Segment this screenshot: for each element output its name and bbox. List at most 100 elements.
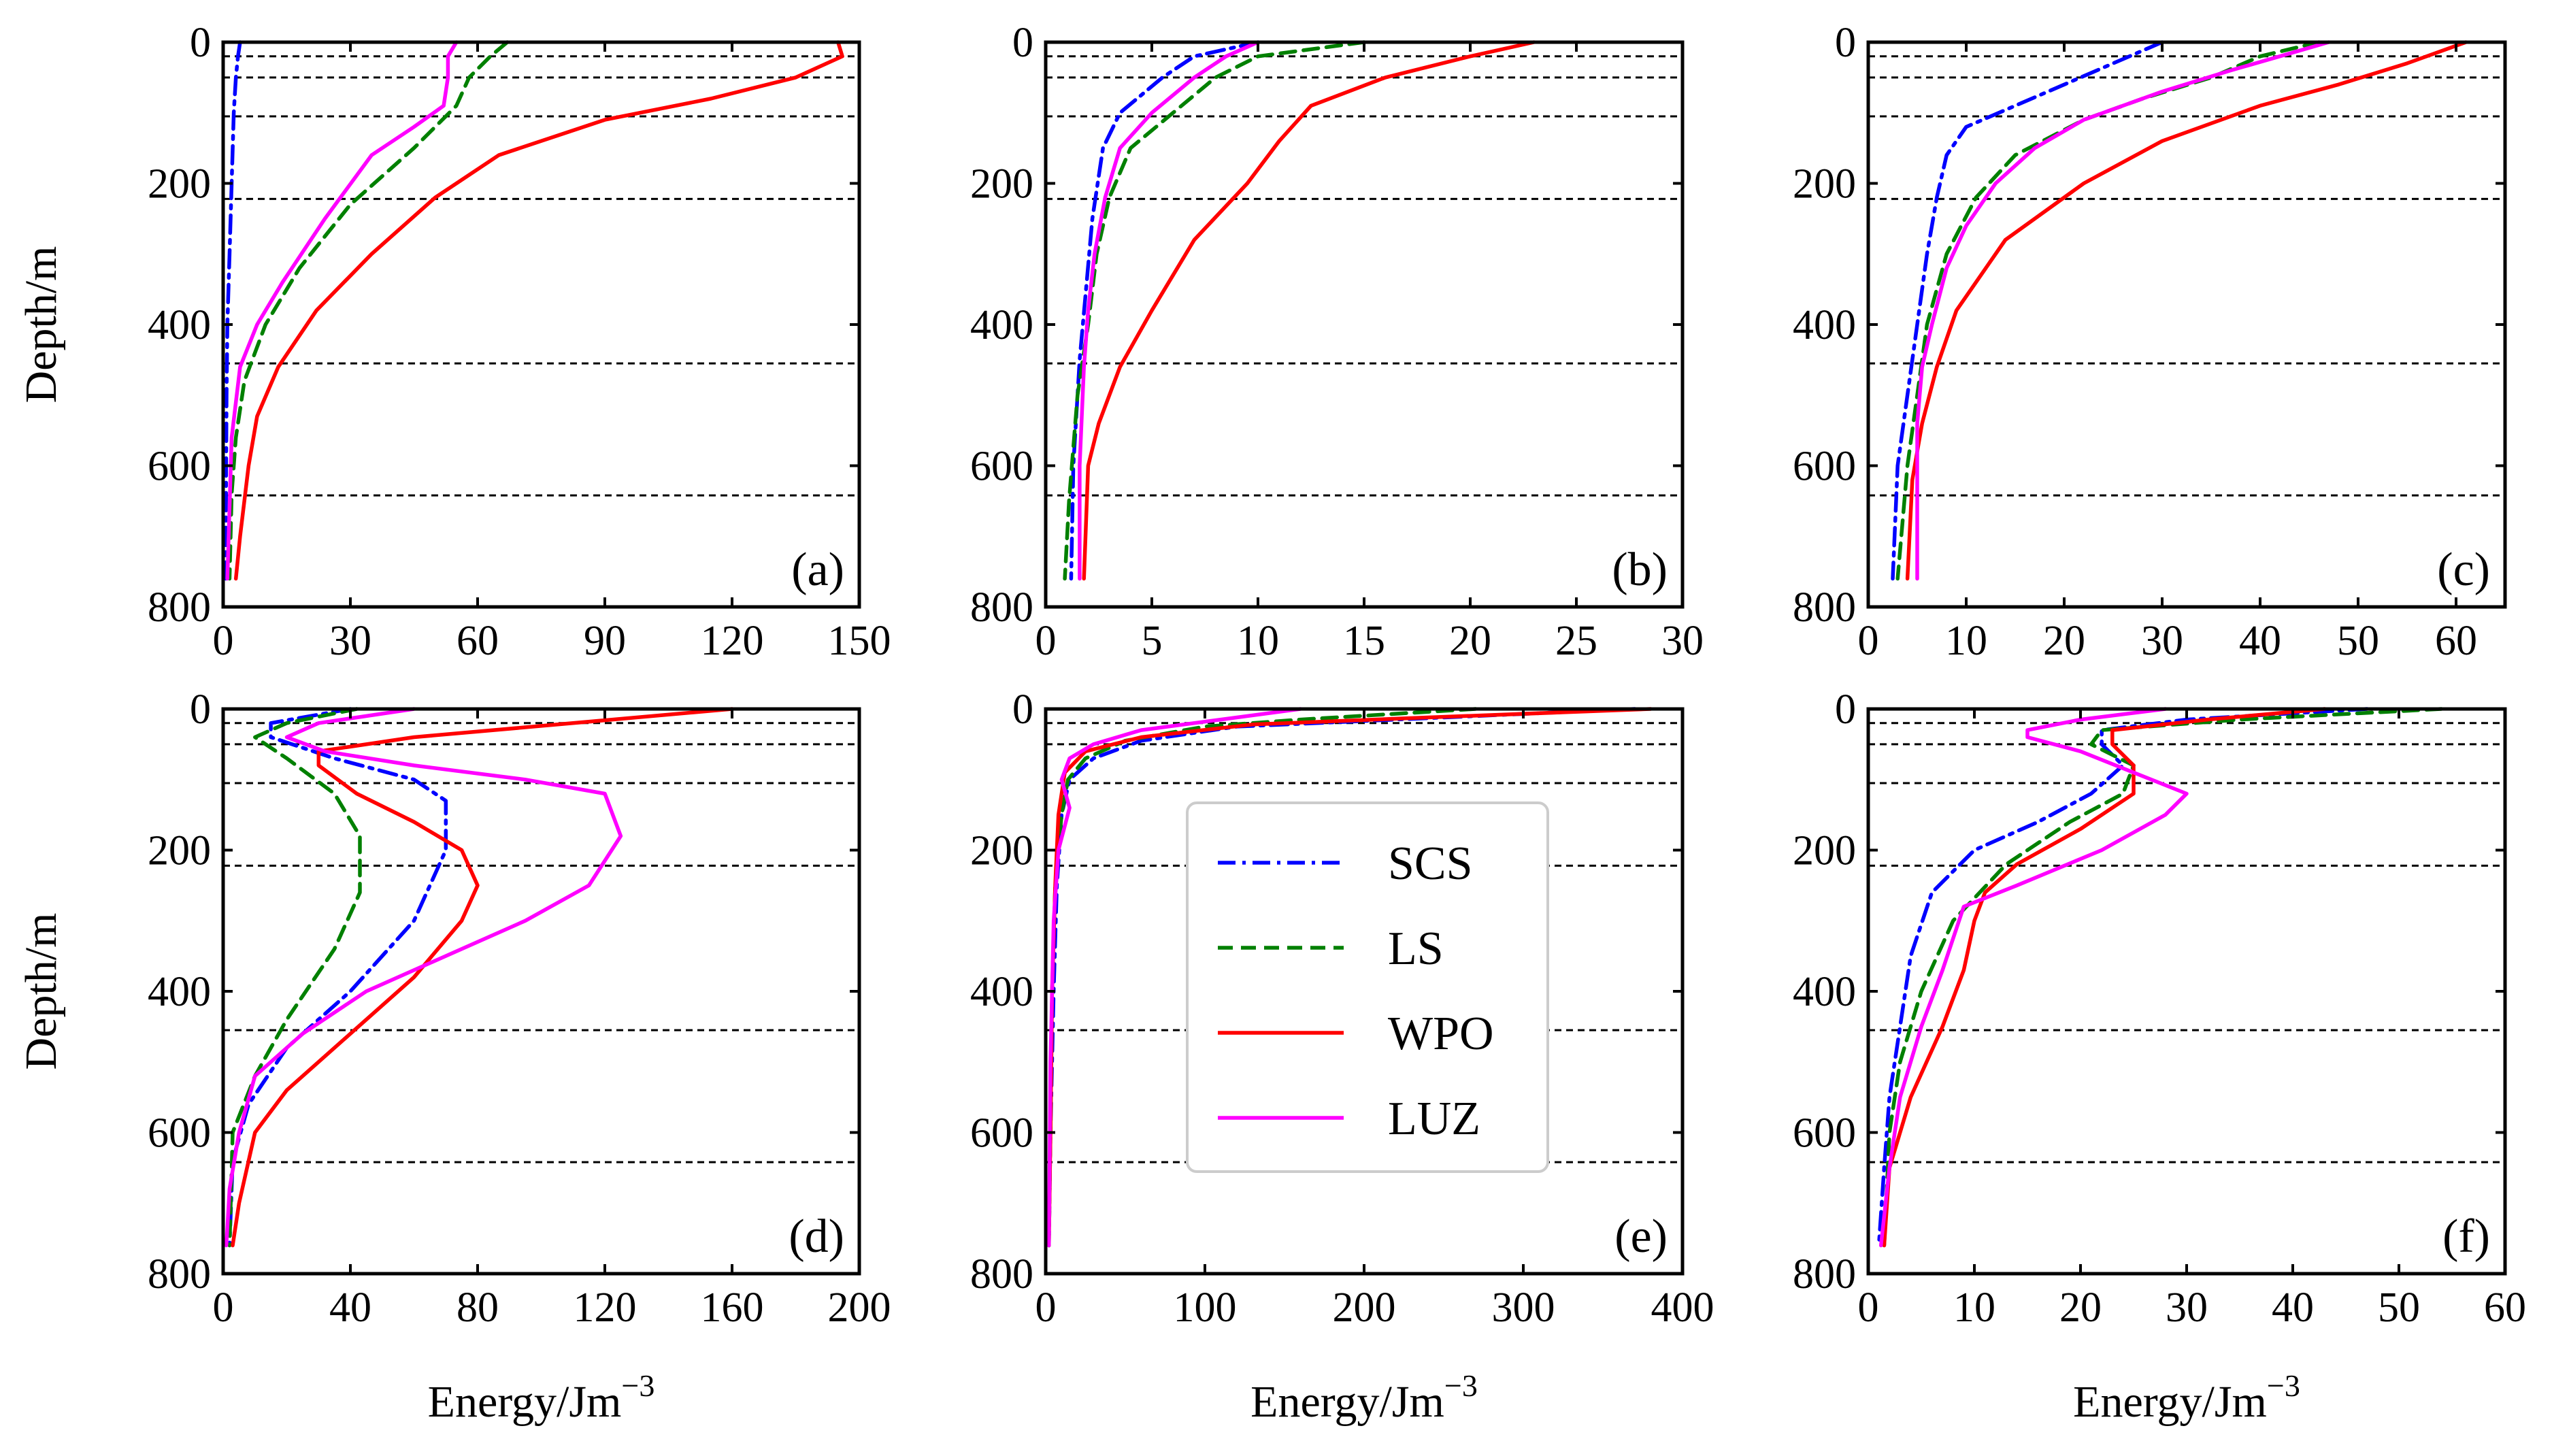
series-wpo (233, 40, 844, 581)
x-axis-label: Energy/Jm−3 (428, 1368, 655, 1427)
x-tick-label: 60 (2435, 618, 2477, 664)
legend-label: WPO (1388, 1008, 1494, 1060)
y-tick-label: 0 (190, 686, 211, 733)
x-axis-label-text: Energy/Jm (1250, 1377, 1444, 1427)
x-tick-label: 60 (2484, 1285, 2526, 1331)
panel-letter: (d) (789, 1210, 844, 1263)
legend-entries: SCS LS WPO LUZ (1218, 838, 1494, 1145)
series-ls (1895, 40, 2321, 581)
series-wpo (1082, 40, 1536, 581)
axes-frame (221, 40, 861, 609)
y-tick-label: 200 (1793, 828, 1856, 874)
x-axis-label-text: Energy/Jm (2073, 1377, 2267, 1427)
series-ls (1882, 707, 2444, 1248)
x-tick-label: 20 (1449, 618, 1491, 664)
x-tick-label: 150 (828, 618, 891, 664)
x-axis-label: Energy/Jm−3 (1250, 1368, 1478, 1427)
panel-letter: (a) (791, 544, 844, 596)
y-tick-label: 400 (970, 969, 1033, 1015)
x-tick-label: 0 (1858, 1285, 1879, 1331)
x-tick-label: 100 (1174, 1285, 1237, 1331)
y-tick-label: 400 (1793, 302, 1856, 348)
x-axis-label-superscript: −3 (1444, 1368, 1478, 1403)
x-tick-label: 40 (2272, 1285, 2314, 1331)
x-tick-label: 40 (329, 1285, 371, 1331)
x-tick-label: 50 (2378, 1285, 2420, 1331)
series-luz (1078, 40, 1260, 581)
y-axis-label: Depth/m (16, 913, 66, 1070)
legend-entry-wpo: WPO (1218, 1008, 1494, 1060)
legend-label: LS (1388, 923, 1444, 975)
y-tick-label: 200 (148, 828, 211, 874)
x-tick-label: 10 (1945, 618, 1987, 664)
legend-entry-scs: SCS (1218, 838, 1473, 890)
panel-letter: (f) (2442, 1210, 2490, 1263)
series-luz (1046, 707, 1303, 1248)
y-tick-label: 200 (970, 828, 1033, 874)
panel-letter: (e) (1614, 1210, 1668, 1263)
x-tick-label: 40 (2239, 618, 2281, 664)
x-tick-label: 20 (2059, 1285, 2102, 1331)
y-tick-label: 200 (1793, 161, 1856, 208)
y-tick-label: 800 (970, 584, 1033, 631)
series-luz (224, 707, 623, 1248)
x-tick-label: 30 (2141, 618, 2183, 664)
series-wpo (231, 707, 734, 1248)
x-tick-label: 30 (2166, 1285, 2208, 1331)
y-tick-label: 400 (970, 302, 1033, 348)
series-scs (223, 40, 242, 581)
panel-letter: (c) (2437, 544, 2490, 596)
y-tick-label: 400 (1793, 969, 1856, 1015)
y-tick-label: 600 (148, 444, 211, 490)
legend-entry-ls: LS (1218, 923, 1444, 975)
legend-label: SCS (1388, 838, 1473, 890)
y-tick-label: 800 (1793, 1251, 1856, 1297)
series-ls (1063, 40, 1366, 581)
x-axis-label-text: Energy/Jm (428, 1377, 622, 1427)
x-tick-label: 80 (457, 1285, 499, 1331)
y-tick-label: 600 (1793, 1110, 1856, 1157)
series-scs (1876, 707, 2369, 1248)
x-tick-label: 5 (1142, 618, 1163, 664)
y-tick-label: 0 (1012, 686, 1033, 733)
series-luz (1915, 40, 2331, 581)
x-axis-label: Energy/Jm−3 (2073, 1368, 2300, 1427)
x-tick-label: 120 (574, 1285, 637, 1331)
axes-frame (1866, 40, 2507, 609)
x-tick-label: 25 (1555, 618, 1597, 664)
legend-label: LUZ (1388, 1093, 1480, 1145)
x-tick-label: 30 (1661, 618, 1704, 664)
y-tick-label: 400 (148, 302, 211, 348)
series-scs (1069, 40, 1260, 581)
series-wpo (1882, 707, 2327, 1248)
legend-box (1186, 801, 1549, 1173)
x-tick-label: 10 (1953, 1285, 1995, 1331)
y-axis-label: Depth/m (16, 246, 66, 403)
series-luz (1878, 707, 2189, 1248)
y-tick-label: 0 (1012, 20, 1033, 66)
x-tick-label: 300 (1492, 1285, 1555, 1331)
x-tick-label: 200 (828, 1285, 891, 1331)
x-tick-label: 50 (2337, 618, 2379, 664)
x-tick-label: 0 (1858, 618, 1879, 664)
y-tick-label: 600 (970, 1110, 1033, 1157)
x-tick-label: 10 (1237, 618, 1279, 664)
series-scs (1891, 40, 2164, 581)
x-tick-label: 90 (584, 618, 626, 664)
y-tick-label: 0 (1835, 20, 1856, 66)
x-tick-label: 0 (1035, 1285, 1057, 1331)
y-tick-label: 800 (970, 1251, 1033, 1297)
x-tick-label: 30 (329, 618, 371, 664)
series-wpo (1905, 40, 2468, 581)
series-ls (227, 40, 510, 581)
y-tick-label: 200 (970, 161, 1033, 208)
x-tick-label: 400 (1651, 1285, 1714, 1331)
x-tick-label: 20 (2043, 618, 2085, 664)
y-tick-label: 800 (148, 584, 211, 631)
